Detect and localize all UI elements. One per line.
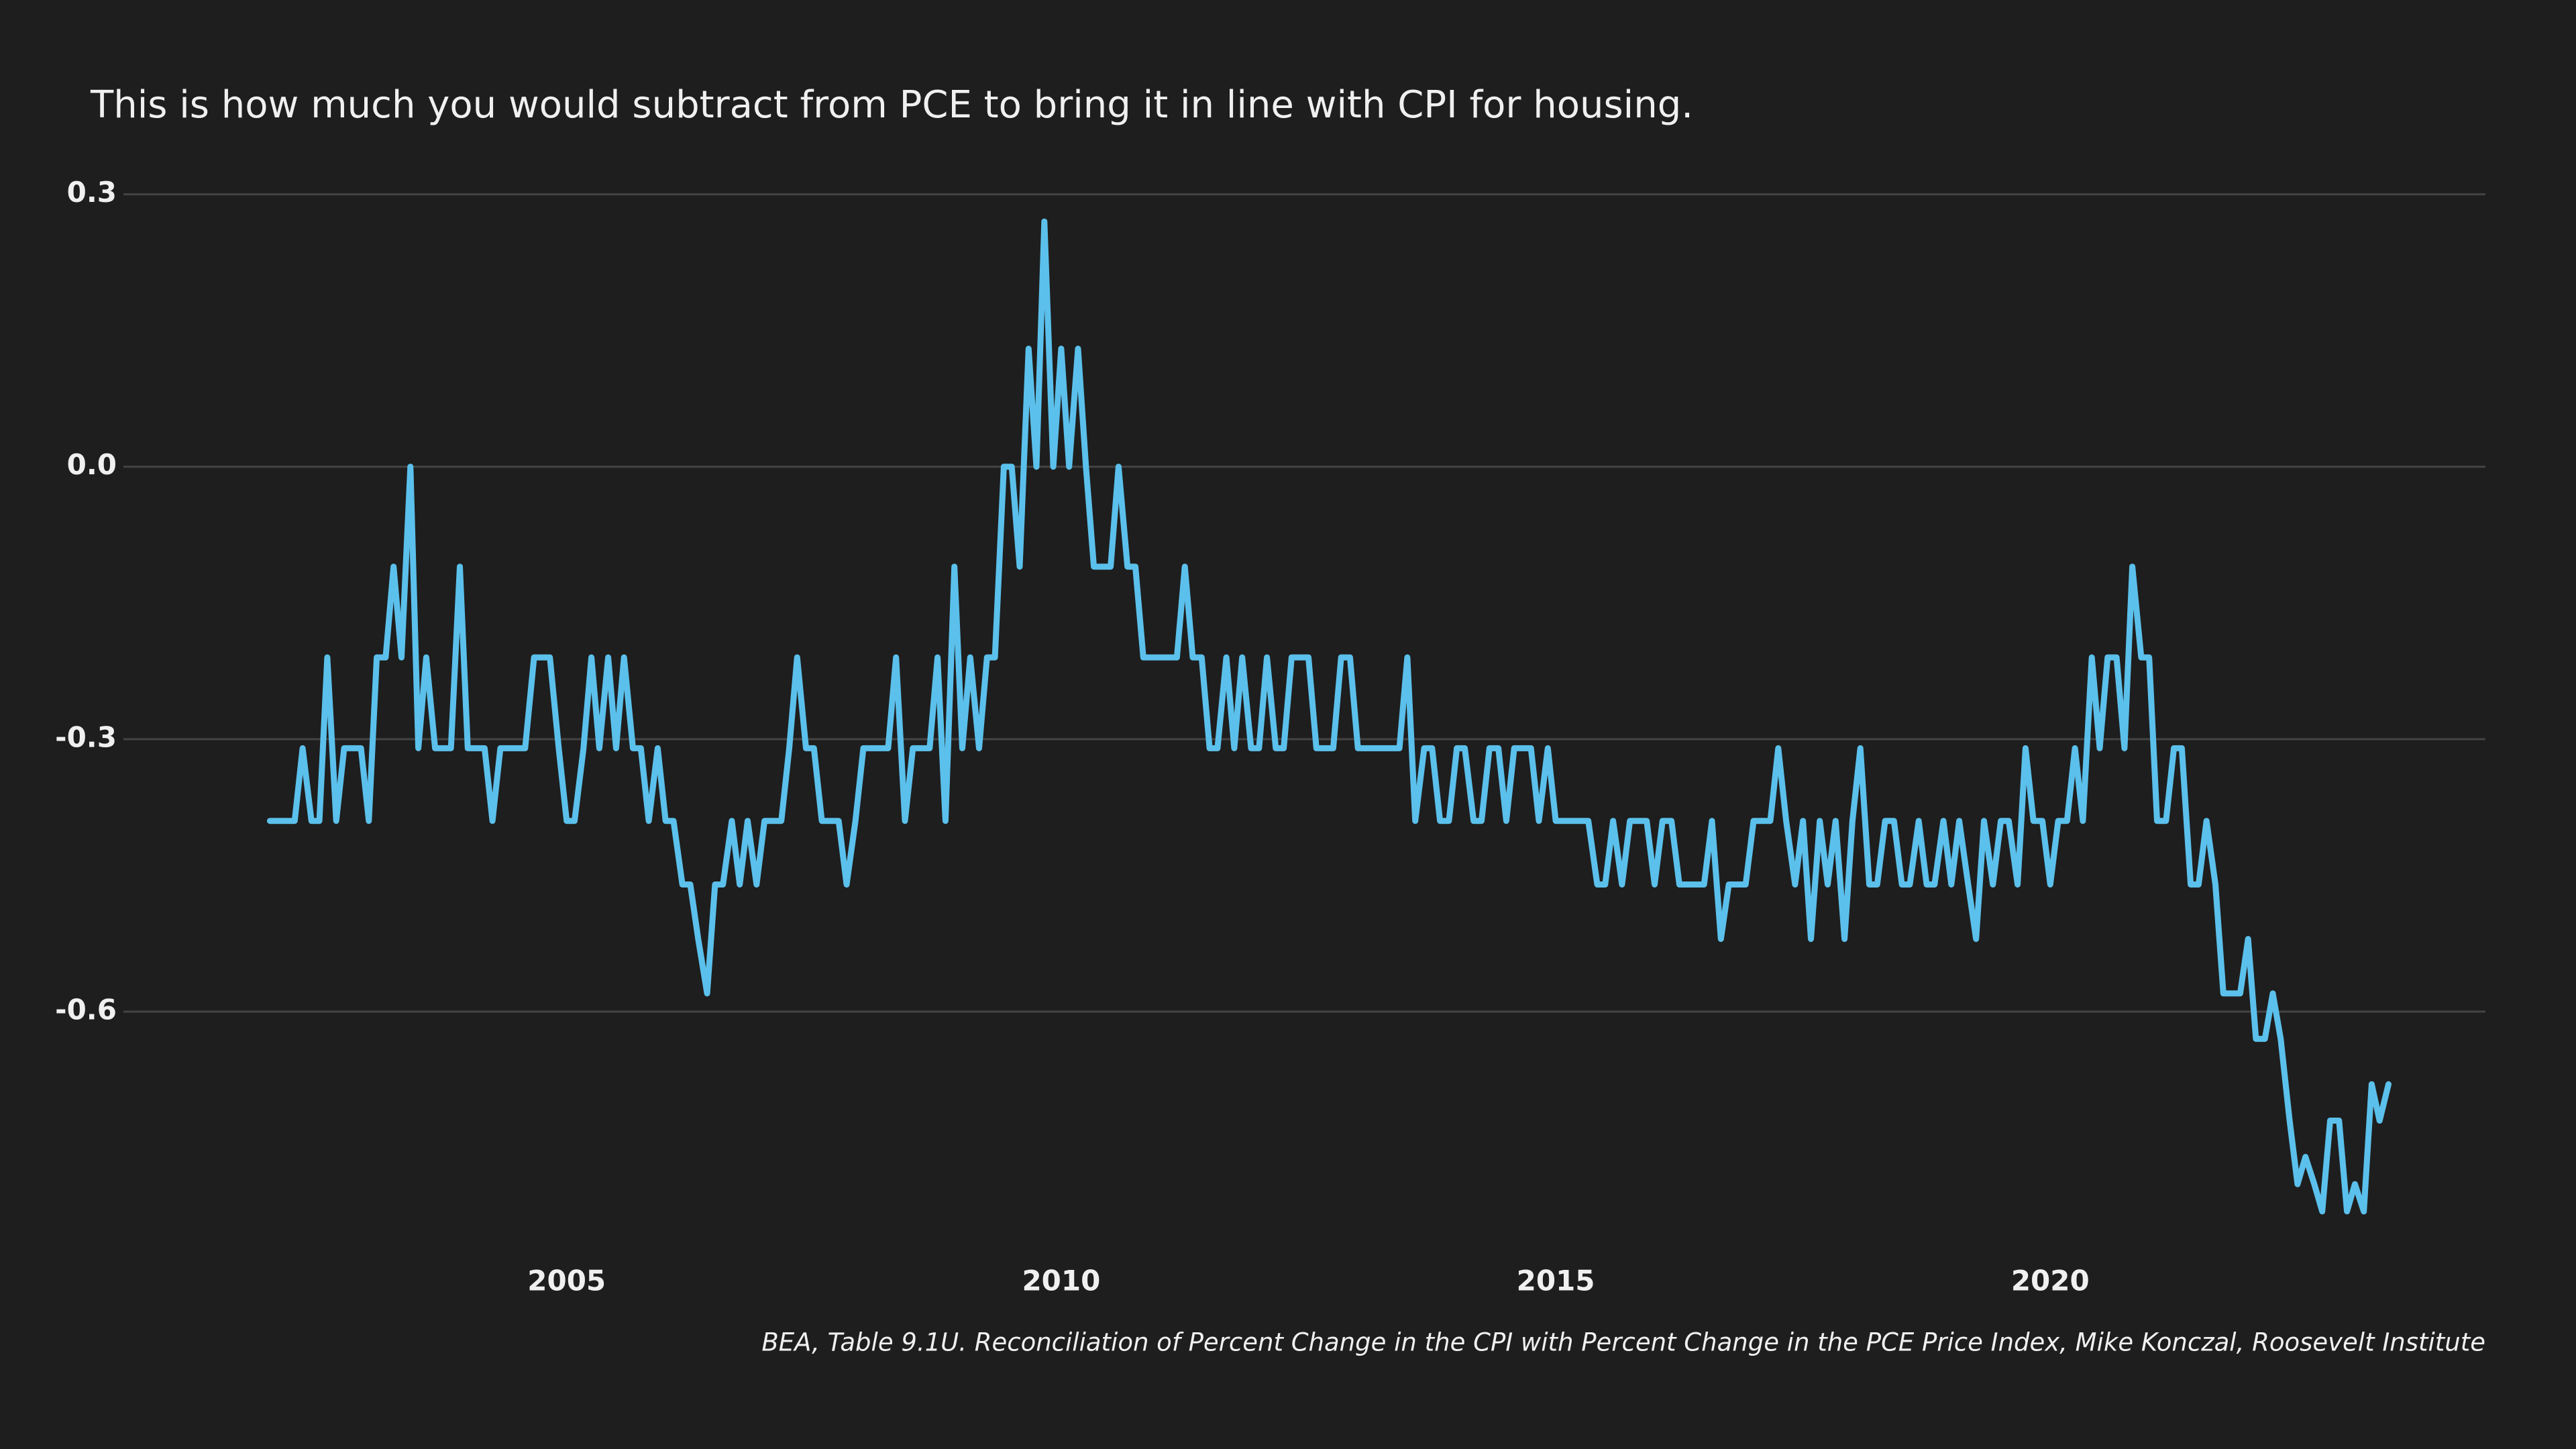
x-tick-label: 2010 (1022, 1265, 1100, 1297)
chart-title: This is how much you would subtract from… (90, 83, 1693, 127)
x-tick-label: 2005 (527, 1265, 606, 1297)
data-line (266, 218, 2392, 1215)
source-note: BEA, Table 9.1U. Reconciliation of Perce… (761, 1328, 2485, 1357)
y-tick-label: 0.3 (67, 176, 117, 209)
y-tick-label: -0.6 (55, 994, 117, 1026)
y-tick-label: -0.3 (55, 720, 117, 753)
x-tick-label: 2015 (1517, 1265, 1595, 1297)
x-tick-label: 2020 (2011, 1265, 2090, 1297)
y-tick-label: 0.0 (67, 448, 117, 481)
